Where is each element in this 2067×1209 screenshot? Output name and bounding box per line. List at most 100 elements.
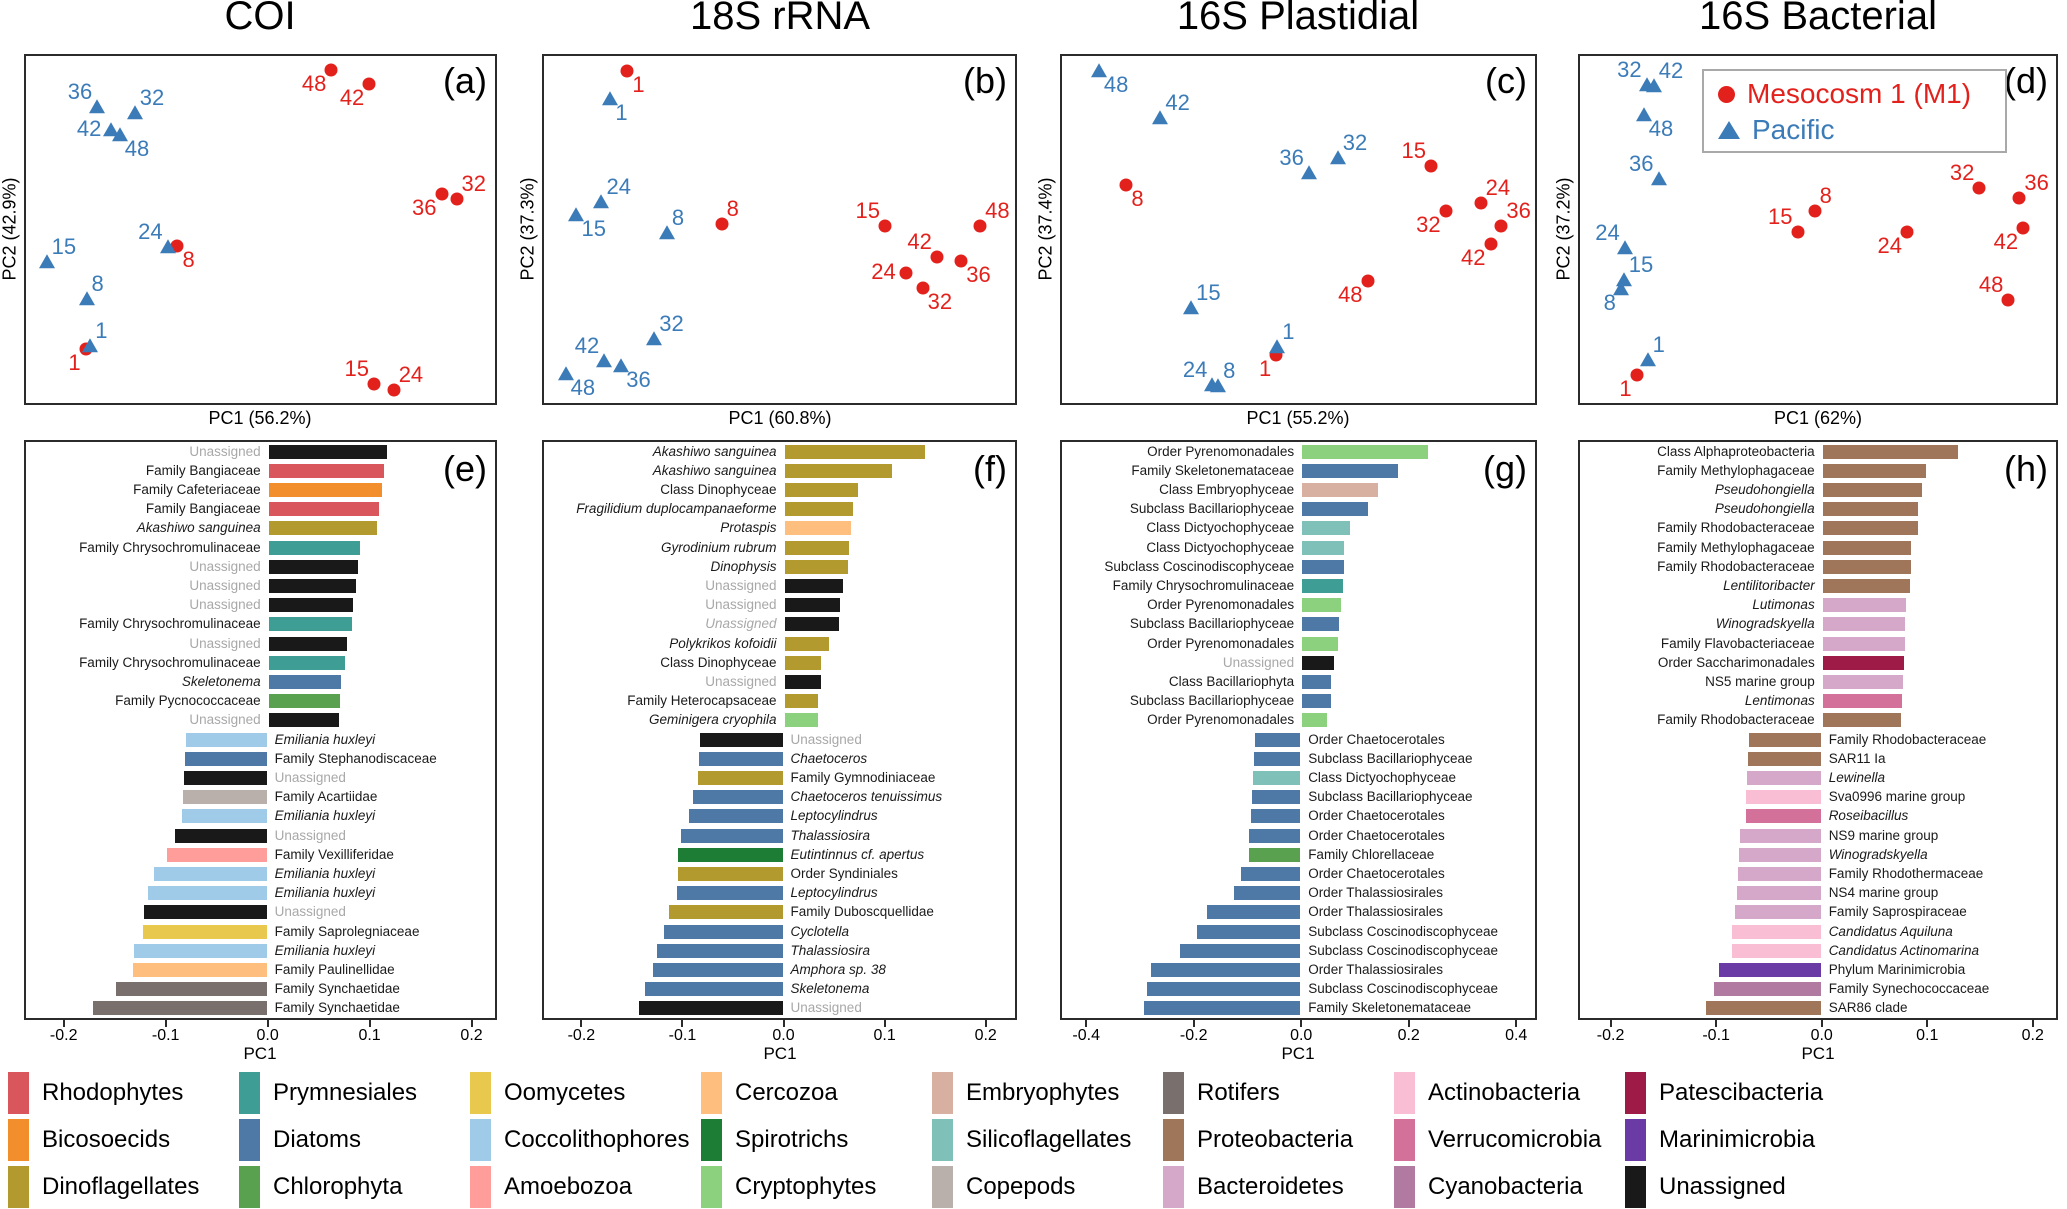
point-label: 1 (615, 100, 628, 126)
bar-label: NS4 marine group (1828, 885, 1939, 901)
column-title-16s-bacterial: 16S Bacterial (1699, 0, 1937, 38)
column-title-coi: COI (224, 0, 296, 38)
bar-label: Family Synechococcaceae (1828, 981, 1990, 997)
point-label: 36 (1279, 145, 1304, 171)
bar-label: Akashiwo sanguinea (652, 443, 777, 459)
mesocosm-point-32 (1439, 204, 1453, 218)
x-axis-label-a: PC1 (56.2%) (208, 408, 312, 428)
mesocosm-point-24 (387, 383, 401, 397)
legend-label-patescibacteria: Patescibacteria (1659, 1079, 1824, 1106)
x-axis-tick-label: -0.4 (1072, 1027, 1100, 1044)
bar-label: Cyclotella (790, 923, 850, 939)
legend-swatch-prymnesiales (239, 1072, 260, 1114)
bar-label: Subclass Bacillariophyceae (1308, 750, 1473, 766)
point-label: 42 (1993, 229, 2019, 255)
panel-letter-g: (g) (1483, 448, 1527, 489)
x-axis-tick-label: 0.0 (1290, 1027, 1313, 1044)
loading-bar (1150, 961, 1302, 978)
x-axis-tick (580, 1020, 583, 1027)
point-label: 24 (871, 258, 896, 284)
bar-label: Emiliania huxleyi (274, 808, 376, 824)
bar-x-axis-label-f: PC1 (763, 1044, 797, 1063)
bar-label: Lewinella (1828, 769, 1885, 785)
mesocosm-point-8 (715, 217, 729, 231)
bar-label: Order Pyrenomonadales (1147, 597, 1295, 613)
loading-bar (1744, 789, 1822, 806)
bar-label: Emiliania huxleyi (274, 885, 376, 901)
x-axis-label-d: PC1 (62%) (1773, 408, 1863, 428)
point-label: 42 (574, 332, 600, 358)
loading-bar (267, 577, 358, 594)
bar-label: Family Rhodobacteraceae (1657, 520, 1815, 536)
x-axis-label-b: PC1 (60.8%) (728, 408, 832, 428)
point-label: 32 (461, 170, 487, 196)
loading-bar (1821, 520, 1919, 537)
loading-bar (267, 443, 388, 460)
bar-label: Family Synchaetidae (274, 981, 400, 997)
bar-label: Unassigned (189, 577, 261, 593)
bar-label: Family Pycnococcaceae (115, 693, 261, 709)
loading-bar (1251, 769, 1302, 786)
bar-label: Order Pyrenomonadales (1147, 635, 1295, 651)
bar-label: Eutintinnus cf. apertus (790, 846, 925, 862)
point-label: 32 (1342, 129, 1368, 155)
column-title-18s: 18S rRNA (689, 0, 871, 38)
mesocosm-legend-label: Mesocosm 1 (M1) (1747, 78, 1972, 109)
point-label: 24 (1595, 220, 1620, 246)
point-label: 32 (1949, 160, 1975, 186)
pca-series-legend: Mesocosm 1 (M1) Pacific (1702, 69, 2007, 153)
legend-label-unassigned: Unassigned (1659, 1173, 1786, 1200)
x-axis-tick (1926, 1020, 1929, 1027)
bar-label: Unassigned (189, 558, 261, 574)
pacific-point-32 (126, 105, 143, 120)
x-axis-tick (2031, 1020, 2034, 1027)
bar-label: Family Acartiidae (274, 789, 378, 805)
bar-label: Order Thalassiosirales (1308, 885, 1443, 901)
loading-bar (1301, 577, 1345, 594)
loading-bar (114, 981, 268, 998)
loading-bar (783, 577, 845, 594)
bar-label: Family Bangiaceae (145, 462, 261, 478)
legend-swatch-oomycetes (470, 1072, 491, 1114)
mesocosm-point-36 (1494, 219, 1508, 233)
point-label: 15 (1401, 138, 1426, 164)
point-label: 36 (412, 195, 437, 221)
legend-label-copepods: Copepods (966, 1173, 1076, 1200)
mesocosm-point-15 (878, 219, 892, 233)
legend-label-cercozoa: Cercozoa (735, 1079, 838, 1106)
loading-bar (184, 750, 268, 767)
x-axis-tick (1820, 1020, 1823, 1027)
loading-bar (1301, 635, 1340, 652)
loading-bar (1821, 616, 1907, 633)
loading-bar (1821, 577, 1912, 594)
loading-bar (1730, 942, 1822, 959)
loading-bar (1738, 846, 1822, 863)
loading-bar (181, 789, 268, 806)
bar-label: Family Chlorellaceae (1308, 846, 1435, 862)
point-label: 15 (1196, 280, 1221, 306)
bar-panel-h: Class Alphaproteobacteria Family Methylop… (1578, 440, 2058, 1020)
loading-bar (1301, 654, 1335, 671)
bar-label: Emiliania huxleyi (274, 731, 376, 747)
loading-bar (1301, 597, 1343, 614)
bar-label: Family Chrysochromulinaceae (79, 539, 261, 555)
bar-label: Pseudohongiella (1714, 481, 1815, 497)
mesocosm-point-42 (2016, 221, 2030, 235)
x-axis-tick-label: 0.0 (256, 1027, 279, 1044)
point-label: 42 (76, 115, 102, 141)
scatter-panel-a: 1 8 15 24 32 36 42 48 1 8 15 24 32 36 42 48 (24, 54, 497, 405)
x-axis-tick (1715, 1020, 1718, 1027)
pacific-point-24 (1616, 240, 1633, 255)
loading-bar (677, 865, 784, 882)
mesocosm-point-24 (1474, 196, 1488, 210)
loading-bar (783, 520, 853, 537)
bar-x-axis-label-h: PC1 (1801, 1044, 1835, 1063)
pacific-point-48 (111, 127, 128, 142)
mesocosm-point-36 (435, 187, 449, 201)
loading-bar (1821, 539, 1913, 556)
legend-swatch-dinoflagellates (8, 1166, 29, 1208)
loading-bar (783, 616, 841, 633)
loading-bar (185, 731, 268, 748)
loading-bar (1247, 846, 1302, 863)
pacific-point-15 (568, 206, 585, 221)
